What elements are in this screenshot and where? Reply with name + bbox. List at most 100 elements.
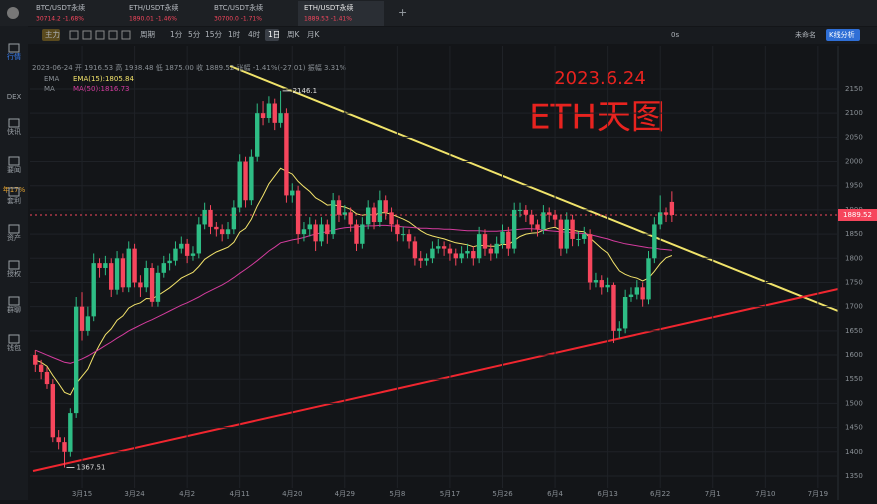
toolbar-item[interactable]: 1日 [268,30,280,39]
sidebar-icon[interactable] [8,224,20,234]
legend-name: EMA [44,75,59,83]
candle-body [144,267,149,288]
sidebar-item[interactable]: 群聊 [7,305,21,314]
candle-body [535,224,540,230]
toolbar-icon[interactable] [95,30,105,40]
candle-body [669,201,675,215]
candle-body [184,243,190,256]
tab-quote[interactable]: 30714.2 -1.68% [36,16,84,23]
tab-bar [0,0,877,26]
sidebar-item[interactable]: 授权 [7,269,21,278]
sidebar-item[interactable]: 要闻 [7,165,21,174]
toolbar-icon[interactable] [121,30,131,40]
low-label: 1367.51 [77,464,106,472]
sidebar [0,26,28,500]
sidebar-icon[interactable] [8,260,20,270]
candle-body [249,156,254,201]
toolbar-icon[interactable] [82,30,92,40]
legend-value[interactable]: EMA(15):1805.84 [73,75,134,83]
tab-pair[interactable]: ETH/USDT永续 [129,3,179,12]
right-tool[interactable]: 未命名 [795,30,816,39]
sidebar-icon[interactable] [8,118,20,128]
candle-body [167,260,172,264]
trend-line-lower [32,288,839,472]
sidebar-item[interactable]: DEX [7,93,22,101]
toolbar-item[interactable]: 月K [307,30,320,39]
candle-body [97,263,102,268]
tab-pair[interactable]: ETH/USDT永续 [304,3,354,12]
candle-body [231,207,237,230]
legend-value[interactable]: MA(50):1816.73 [73,85,130,93]
toolbar-item[interactable]: 1时 [228,29,241,39]
last-price-tag [838,208,877,221]
tab-quote[interactable]: 1889.53 -1.41% [304,16,352,23]
sidebar-icon[interactable] [8,187,20,197]
candle-body [494,243,499,254]
sidebar-item[interactable]: 年17% [3,185,26,194]
candle-body [552,214,558,220]
sidebar-item[interactable]: 资产 [7,233,21,242]
x-tick-label: 4月11 [230,490,250,498]
candle-body [342,212,348,215]
toolbar-icon[interactable] [108,30,118,40]
candle-body [190,253,196,256]
tab-quote[interactable]: 1890.01 -1.46% [129,16,177,23]
candle-body [260,113,266,119]
sidebar-icon[interactable] [8,296,20,306]
sidebar-icon[interactable] [8,156,20,166]
y-tick-label: 1400 [845,448,863,456]
toolbar-item[interactable]: 主力 [45,29,60,39]
candle-body [389,212,394,225]
sidebar-icon[interactable] [8,43,20,53]
candle-body [120,258,126,288]
toolbar-item[interactable]: 15分 [205,30,223,39]
x-tick-label: 4月29 [335,490,355,498]
candle-body [395,224,400,235]
candle-body [214,226,219,230]
toolbar-item[interactable]: 4时 [248,29,261,39]
tab-pair[interactable]: BTC/USDT永续 [214,3,263,12]
candle-body [622,297,628,329]
candle-body [237,161,242,208]
candle-body [471,251,476,259]
candle-body [617,328,622,331]
sidebar-item[interactable]: 套利 [7,196,21,205]
sidebar-icon[interactable] [8,334,20,344]
candle-body [523,209,529,215]
y-tick-label: 1450 [845,424,863,432]
candle-body [91,263,96,317]
candle-body [564,219,569,249]
tab-pair[interactable]: BTC/USDT永续 [36,3,85,12]
candle-body [68,413,73,452]
add-tab[interactable]: + [398,6,407,19]
x-tick-label: 7月1 [705,490,721,498]
sidebar-item[interactable]: 快讯 [7,127,21,136]
candle-body [605,284,610,288]
x-tick-label: 5月17 [440,490,460,498]
sidebar-item[interactable]: 行情 [7,52,21,61]
candle-body [126,248,131,288]
right-tool[interactable]: 0s [671,31,679,39]
candle-body [547,212,552,215]
candle-body [459,253,464,259]
y-tick-label: 1650 [845,327,863,335]
candle-body [114,258,120,290]
toolbar-item[interactable]: 5分 [188,30,201,39]
y-tick-label: 1500 [845,399,863,407]
right-tool[interactable]: K线分析 [829,30,855,39]
x-tick-label: 4月2 [179,490,195,498]
candle-body [488,248,494,254]
candle-body [243,161,248,201]
toolbar-icon[interactable] [69,30,79,40]
candle-body [401,234,406,236]
sidebar-item[interactable]: 钱包 [7,343,21,352]
candle-body [109,263,114,290]
toolbar-highlight [265,29,279,41]
toolbar-item[interactable]: 周期 [140,30,155,39]
toolbar-item[interactable]: 周K [287,30,300,39]
toolbar-item[interactable]: 1分 [170,30,183,39]
candle-body [336,200,342,215]
candle-body [85,316,91,331]
tab-quote[interactable]: 30700.0 -1.71% [214,16,262,23]
